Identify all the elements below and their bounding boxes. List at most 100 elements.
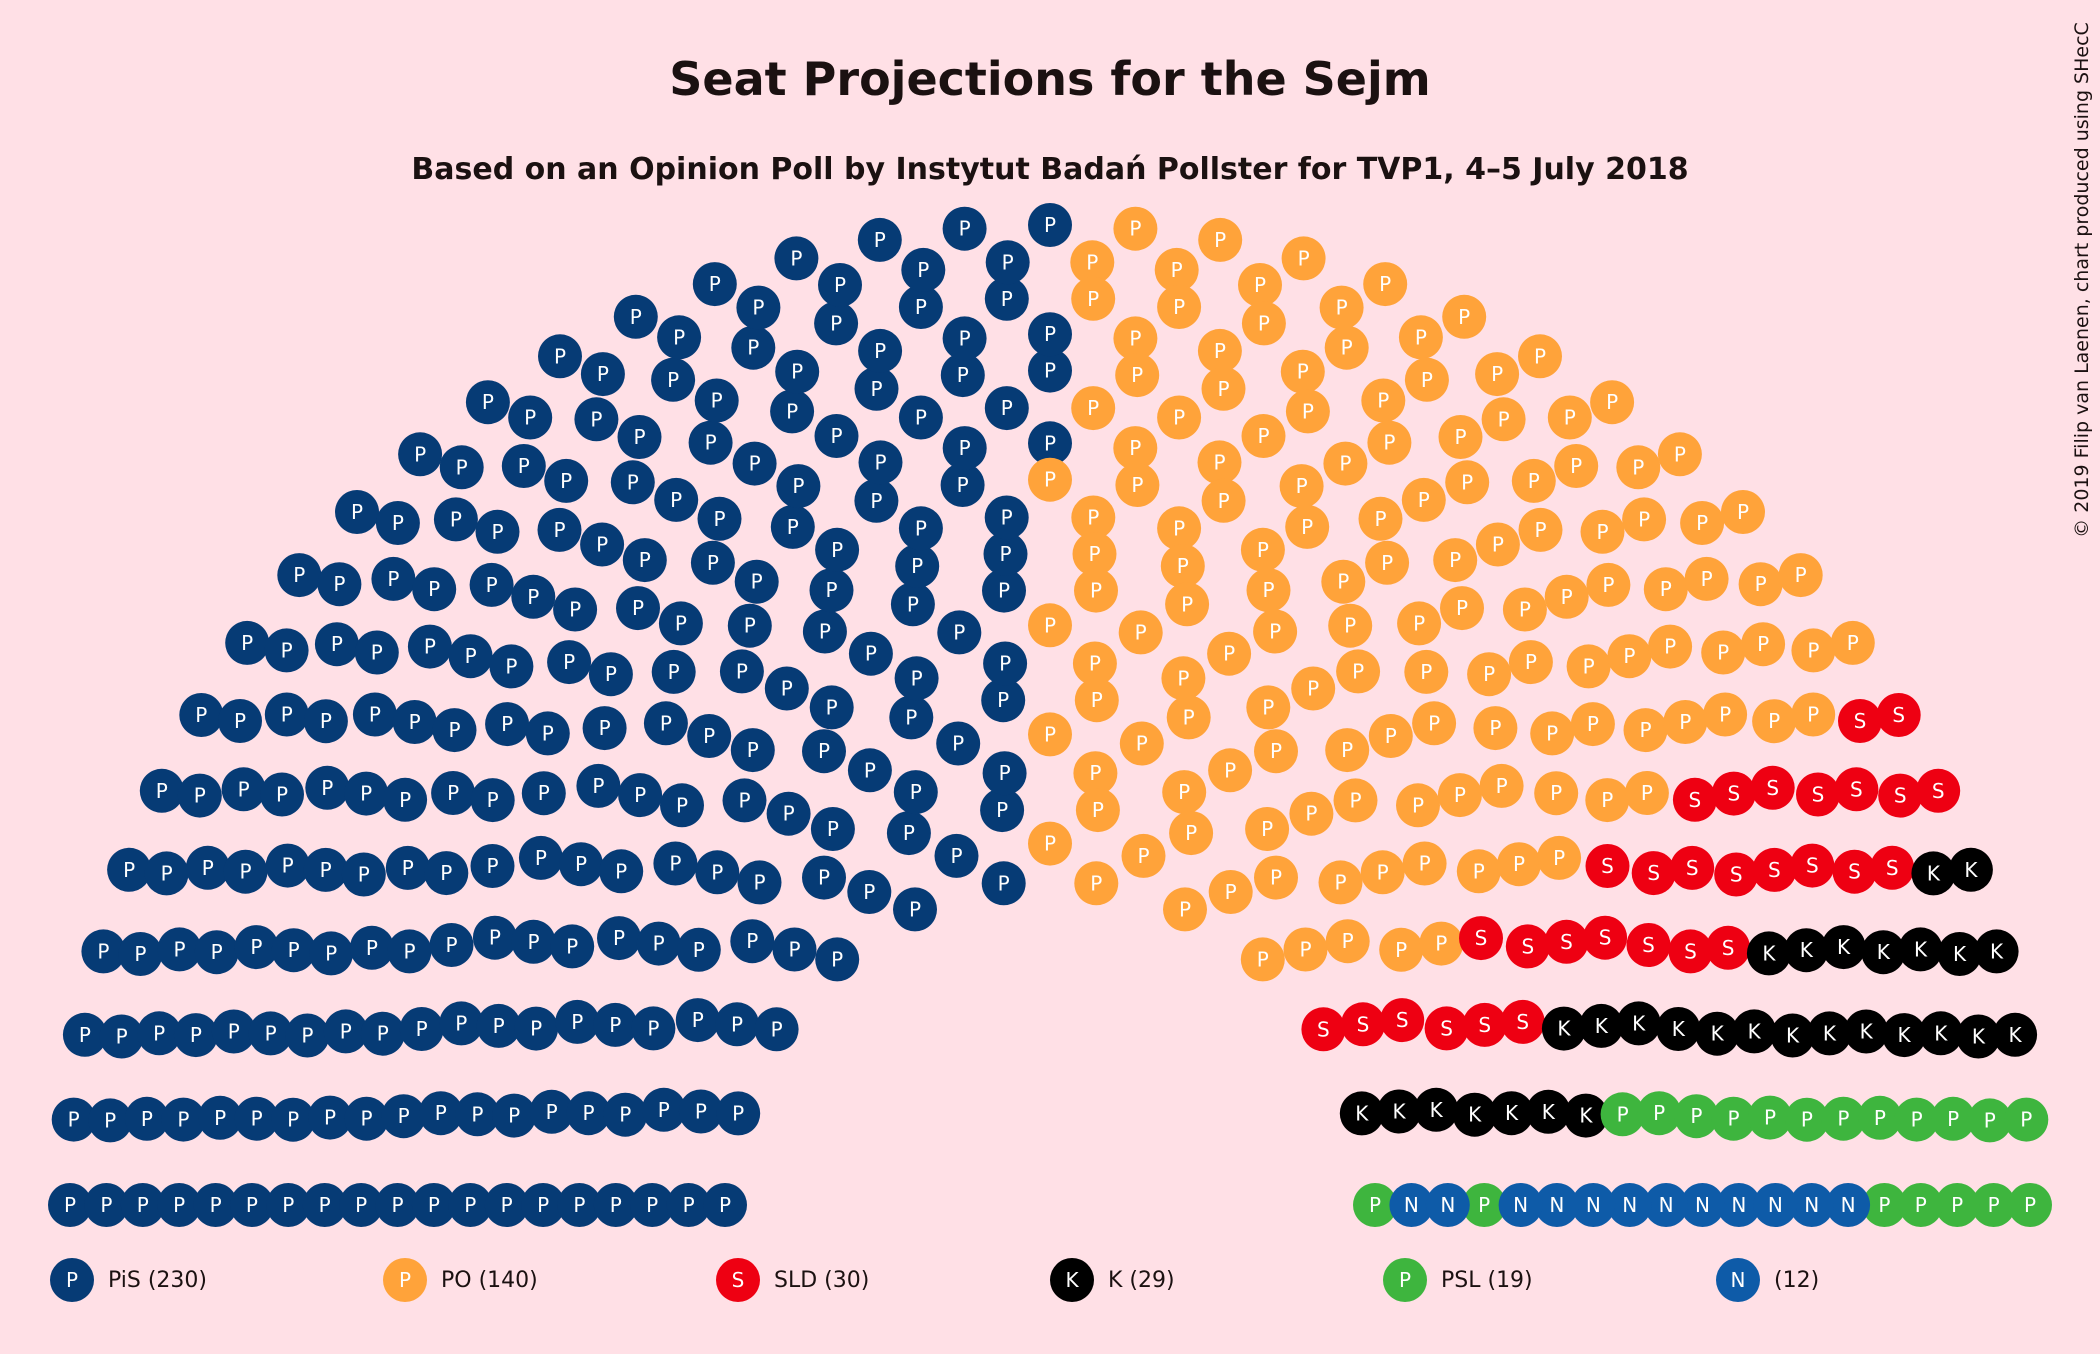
- seat: P: [302, 1183, 347, 1227]
- seat-letter: P: [653, 932, 665, 956]
- seat-dot: [857, 217, 902, 262]
- seat-letter: P: [161, 861, 173, 885]
- seat: P: [982, 568, 1026, 613]
- seat-dot: [1500, 999, 1545, 1044]
- seat-letter: P: [301, 1024, 313, 1048]
- seat-dot: [613, 294, 658, 339]
- seat-letter: K: [1800, 938, 1814, 962]
- seat-dot: [981, 861, 1026, 906]
- seat-dot: [1028, 712, 1072, 757]
- seat-letter: P: [818, 739, 830, 763]
- seat-letter: P: [173, 937, 185, 961]
- seat-dot: [1163, 887, 1207, 932]
- seat-dot: [1489, 1091, 1534, 1136]
- seat-dot: [1281, 236, 1326, 281]
- seat-dot: [344, 1096, 389, 1141]
- seat: K: [1882, 1013, 1927, 1058]
- seat-dot: [1791, 692, 1836, 737]
- seat-dot: [985, 240, 1030, 285]
- seat-dot: [1931, 1096, 1976, 1141]
- seat: P: [890, 582, 935, 627]
- seat-letter: P: [1534, 344, 1546, 368]
- seat-letter: P: [1305, 802, 1317, 826]
- seat: P: [559, 842, 603, 887]
- seat-letter: P: [491, 520, 503, 544]
- seat: P: [411, 1183, 456, 1227]
- seat: P: [719, 649, 764, 694]
- seat-dot: [1607, 634, 1652, 679]
- seat-dot: [1074, 568, 1118, 613]
- seat-dot: [1404, 357, 1449, 402]
- seat-dot: [265, 843, 310, 888]
- seat-dot: [890, 582, 935, 627]
- seat-dot: [1680, 1183, 1725, 1227]
- seat-dot: [1377, 1089, 1422, 1134]
- seat: P: [588, 652, 633, 697]
- seat-dot: [470, 778, 515, 823]
- seat: P: [1590, 380, 1635, 425]
- seat-letter: P: [501, 1193, 513, 1217]
- seat-dot: [1238, 263, 1282, 307]
- seat-dot: [776, 464, 821, 509]
- seat-letter: P: [493, 1014, 505, 1038]
- seat-letter: P: [911, 554, 923, 578]
- seat-dot: [223, 849, 268, 894]
- seat-letter: P: [288, 938, 300, 962]
- legend-label-po: PO (140): [441, 1267, 538, 1293]
- seat: K: [1861, 930, 1906, 975]
- seat-dot: [984, 276, 1029, 321]
- seat-letter: P: [959, 217, 971, 241]
- seat-dot: [433, 497, 478, 542]
- seat: K: [1579, 1003, 1624, 1048]
- seat: K: [1911, 851, 1956, 896]
- seat-dot: [1832, 849, 1877, 894]
- seat-dot: [730, 728, 775, 773]
- seat-letter: P: [1623, 644, 1635, 668]
- seat-letter: P: [1690, 1104, 1702, 1128]
- seat: P: [271, 928, 316, 973]
- seat-letter: P: [293, 563, 305, 587]
- seat: P: [815, 937, 860, 982]
- seat-dot: [1397, 601, 1442, 646]
- seat: P: [309, 931, 354, 976]
- seat-letter: P: [251, 1107, 263, 1131]
- seat-letter: P: [563, 650, 575, 674]
- seat: P: [234, 925, 279, 970]
- seat-letter: P: [1602, 573, 1614, 597]
- seat: P: [1363, 262, 1408, 307]
- seat-dot: [352, 692, 397, 737]
- seat-dot: [1935, 1183, 1980, 1227]
- seat: P: [657, 315, 702, 360]
- seat-dot: [1657, 432, 1702, 477]
- seat: P: [218, 699, 262, 743]
- seat-letter: P: [97, 939, 109, 963]
- seat-letter: P: [1570, 454, 1582, 478]
- seat: P: [431, 771, 476, 815]
- seat: P: [1442, 294, 1487, 339]
- seat-dot: [211, 1009, 256, 1054]
- seat: P: [1254, 855, 1298, 900]
- seat-letter: K: [1877, 940, 1891, 964]
- seat: P: [618, 773, 663, 818]
- seat: P: [1419, 921, 1464, 966]
- seat: P: [814, 301, 859, 346]
- seat: N: [1607, 1183, 1652, 1227]
- seat-letter: S: [1440, 1016, 1453, 1040]
- seat-dot: [432, 708, 477, 753]
- seat-dot: [688, 420, 733, 465]
- seat: N: [1716, 1183, 1761, 1227]
- seat-dot: [1830, 620, 1875, 665]
- seat: P: [429, 923, 474, 967]
- seat-dot: [1937, 932, 1982, 976]
- seat-letter: P: [1171, 258, 1183, 282]
- seat-letter: K: [1579, 1104, 1593, 1128]
- seat-dot: [323, 1009, 368, 1054]
- seat-letter: P: [398, 1104, 410, 1128]
- seat-dot: [1115, 463, 1160, 507]
- seat-letter: P: [1737, 500, 1749, 524]
- seat: P: [854, 478, 899, 523]
- seat: P: [137, 1011, 182, 1056]
- seat-letter: P: [1801, 1108, 1813, 1132]
- seat-dot: [1648, 624, 1693, 669]
- seat: P: [942, 206, 987, 251]
